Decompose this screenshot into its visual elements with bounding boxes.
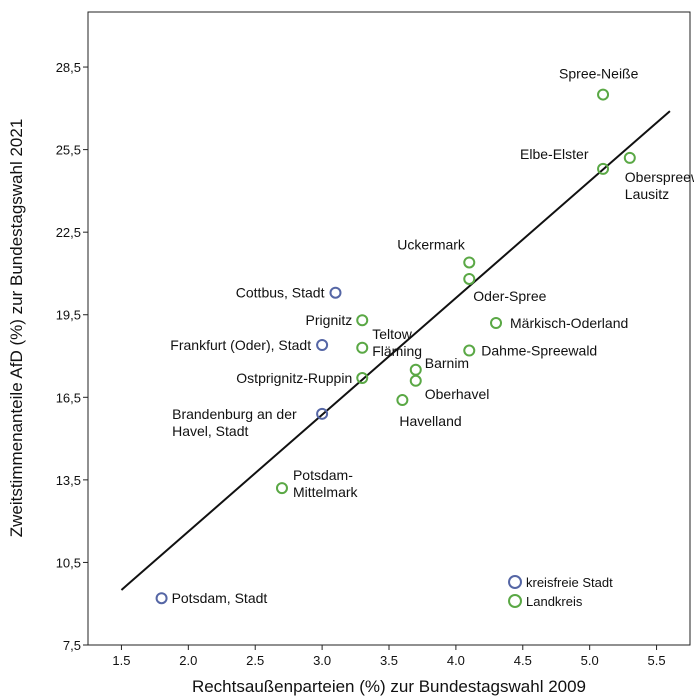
data-point <box>356 314 369 327</box>
x-tick-label: 1.5 <box>112 653 130 668</box>
legend-marker <box>508 575 522 589</box>
x-tick-label: 3.0 <box>313 653 331 668</box>
data-point <box>463 256 476 269</box>
point-label: Cottbus, Stadt <box>236 285 325 301</box>
y-tick-label: 22,5 <box>56 225 81 240</box>
x-tick-label: 2.5 <box>246 653 264 668</box>
data-point <box>597 162 610 175</box>
data-point <box>316 407 329 420</box>
y-tick-label: 16,5 <box>56 390 81 405</box>
data-point <box>356 372 369 385</box>
point-label: Ostprignitz-Ruppin <box>236 370 352 386</box>
data-points <box>155 88 636 605</box>
x-tick-label: 4.0 <box>447 653 465 668</box>
x-tick-label: 3.5 <box>380 653 398 668</box>
point-label: Potsdam-Mittelmark <box>293 467 359 500</box>
data-point <box>155 592 168 605</box>
y-tick-label: 25,5 <box>56 143 81 158</box>
point-label: Uckermark <box>397 236 466 252</box>
point-label: Oberhavel <box>425 386 490 402</box>
point-label: Barnim <box>425 355 469 371</box>
point-label: Oder-Spree <box>473 288 546 304</box>
data-point <box>490 316 503 329</box>
y-axis-title: Zweitstimmenanteile AfD (%) zur Bundesta… <box>7 119 26 538</box>
x-tick-label: 5.0 <box>581 653 599 668</box>
data-point <box>597 88 610 101</box>
x-axis-title: Rechtsaußenparteien (%) zur Bundestagswa… <box>192 677 586 696</box>
y-tick-label: 7,5 <box>63 638 81 653</box>
legend-label: Landkreis <box>526 594 583 609</box>
data-point <box>409 363 422 376</box>
data-point <box>275 482 288 495</box>
y-axis-ticks: 7,5 10,5 13,5 16,5 19,5 22,5 25,5 28,5 <box>56 60 88 653</box>
point-label: Brandenburg an der Havel, Stadt <box>172 406 297 439</box>
point-label: Elbe-Elster <box>520 146 589 162</box>
point-label: Spree-Neiße <box>559 66 639 82</box>
data-point <box>316 339 329 352</box>
y-tick-label: 10,5 <box>56 555 81 570</box>
point-label: Teltow Fläming <box>372 326 422 359</box>
y-tick-label: 28,5 <box>56 60 81 75</box>
legend-marker <box>508 594 522 608</box>
legend: kreisfreie Stadt Landkreis <box>508 575 613 609</box>
point-label: Märkisch-Oderland <box>510 315 628 331</box>
y-tick-label: 13,5 <box>56 473 81 488</box>
regression-line <box>120 110 671 591</box>
point-labels: Spree-Neiße Elbe-Elster Oberspreewald-Laus… <box>170 66 694 607</box>
point-label: Frankfurt (Oder), Stadt <box>170 337 311 353</box>
data-point <box>329 286 342 299</box>
data-point <box>409 374 422 387</box>
x-tick-label: 5.5 <box>648 653 666 668</box>
point-label: Oberspreewald-Lausitz <box>625 169 694 202</box>
legend-label: kreisfreie Stadt <box>526 575 613 590</box>
data-point <box>396 394 409 407</box>
data-point <box>463 272 476 285</box>
point-label: Dahme-Spreewald <box>481 343 597 359</box>
y-tick-label: 19,5 <box>56 308 81 323</box>
point-label: Potsdam, Stadt <box>172 590 268 606</box>
x-axis-ticks: 1.5 2.0 2.5 3.0 3.5 4.0 4.5 5.0 5.5 <box>112 645 666 668</box>
x-tick-label: 2.0 <box>179 653 197 668</box>
point-label: Prignitz <box>306 312 353 328</box>
data-point <box>356 341 369 354</box>
data-point <box>463 344 476 357</box>
data-point <box>623 151 636 164</box>
x-tick-label: 4.5 <box>514 653 532 668</box>
point-label: Havelland <box>399 413 461 429</box>
